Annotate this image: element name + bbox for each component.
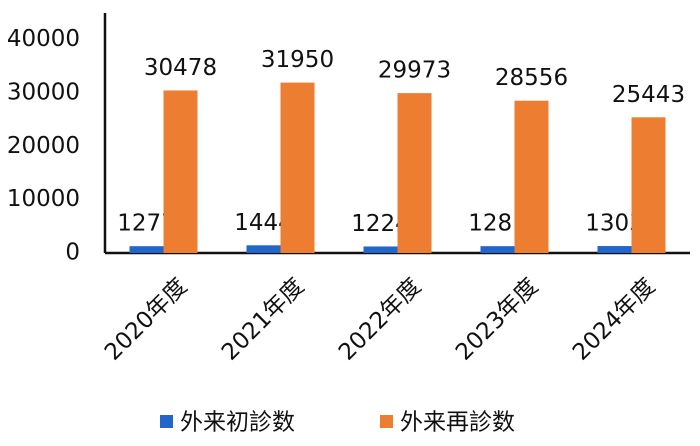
bar: [480, 246, 515, 253]
y-tick-label: 20000: [7, 133, 80, 159]
legend-label: 外来再診数: [400, 410, 515, 436]
bar: [280, 82, 315, 253]
bar: [514, 100, 549, 254]
bar: [397, 93, 432, 253]
x-tick-label: 2024年度: [568, 273, 660, 365]
x-tick-label: 2022年度: [334, 273, 426, 365]
bar: [246, 245, 281, 253]
bar: [631, 117, 666, 253]
y-tick-label: 40000: [7, 26, 80, 52]
y-tick-label: 0: [65, 240, 80, 266]
bar: [597, 246, 632, 253]
data-label: 30478: [144, 55, 217, 81]
data-label: 28556: [495, 65, 568, 91]
y-tick-label: 10000: [7, 186, 80, 212]
bar: [163, 90, 198, 253]
data-label: 25443: [612, 82, 685, 108]
x-tick-label: 2020年度: [100, 273, 192, 365]
data-label: 29973: [378, 58, 451, 84]
bar: [129, 246, 164, 253]
legend-swatch: [160, 415, 173, 428]
x-tick-label: 2021年度: [217, 273, 309, 365]
legend-swatch: [380, 415, 393, 428]
bar: [363, 246, 398, 253]
legend-label: 外来初診数: [180, 410, 295, 436]
x-tick-label: 2023年度: [451, 273, 543, 365]
data-label: 31950: [261, 47, 334, 73]
y-tick-label: 30000: [7, 80, 80, 106]
